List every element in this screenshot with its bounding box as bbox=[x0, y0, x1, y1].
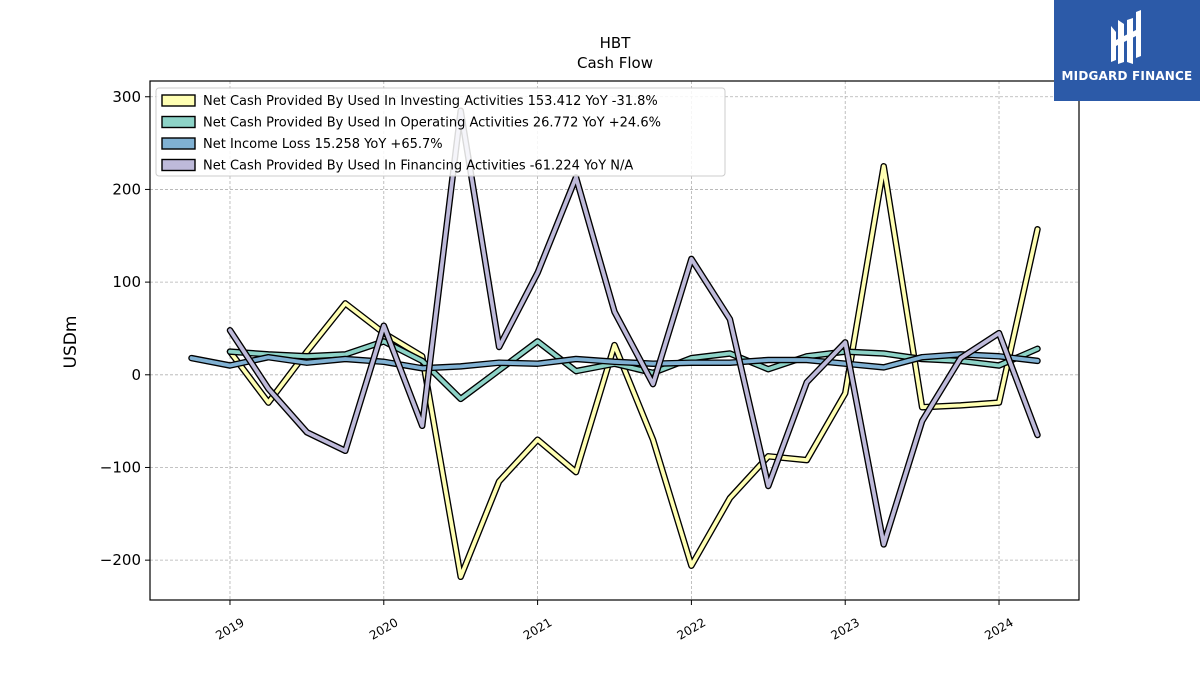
legend-entry: Net Cash Provided By Used In Operating A… bbox=[203, 116, 661, 131]
legend-swatch bbox=[161, 158, 196, 172]
x-tick-label: 2024 bbox=[982, 615, 1015, 642]
legend-swatch bbox=[161, 137, 196, 150]
y-tick-label: 100 bbox=[112, 273, 141, 291]
legend-entry: Net Cash Provided By Used In Investing A… bbox=[203, 94, 658, 109]
y-tick-label: 300 bbox=[112, 88, 141, 106]
series-line-net-cash-provided-by-used-in-financing-activities bbox=[228, 108, 1040, 547]
plot-frame bbox=[149, 80, 1080, 601]
x-axis: 2019 2020 2021 2022 2023 2024 bbox=[213, 600, 1016, 643]
series-lines bbox=[188, 107, 1041, 581]
x-tick-label: 2023 bbox=[828, 615, 861, 642]
x-tick-label: 2022 bbox=[675, 615, 708, 642]
y-axis-label: USDm bbox=[61, 316, 81, 369]
series-line-net-income-loss bbox=[189, 352, 1040, 371]
series-line-net-cash-provided-by-used-in-investing-activities bbox=[228, 164, 1040, 579]
series-line-net-cash-provided-by-used-in-operating-activities bbox=[228, 339, 1040, 401]
legend-entry: Net Income Loss 15.258 YoY +65.7% bbox=[203, 137, 443, 152]
y-tick-label: −100 bbox=[100, 458, 141, 476]
brand-logo: MIDGARD FINANCE bbox=[1054, 0, 1200, 101]
x-tick-label: 2020 bbox=[367, 615, 400, 642]
x-tick-label: 2021 bbox=[521, 615, 554, 642]
y-tick-label: −200 bbox=[100, 551, 141, 569]
legend-swatch bbox=[161, 94, 196, 107]
y-axis: −200 −100 0 100 200 300 bbox=[100, 88, 150, 569]
x-tick-label: 2019 bbox=[213, 615, 246, 642]
brand-name: MIDGARD FINANCE bbox=[1061, 69, 1193, 83]
midgard-logo-icon bbox=[1111, 10, 1141, 64]
legend-entry: Net Cash Provided By Used In Financing A… bbox=[203, 159, 633, 174]
legend: Net Cash Provided By Used In Investing A… bbox=[155, 87, 726, 177]
chart-subtitle: Cash Flow bbox=[577, 54, 653, 72]
legend-swatch bbox=[161, 115, 196, 129]
legend-box bbox=[155, 87, 726, 177]
chart-title: HBT bbox=[600, 34, 632, 52]
y-tick-label: 0 bbox=[131, 366, 141, 384]
y-tick-label: 200 bbox=[112, 180, 141, 198]
